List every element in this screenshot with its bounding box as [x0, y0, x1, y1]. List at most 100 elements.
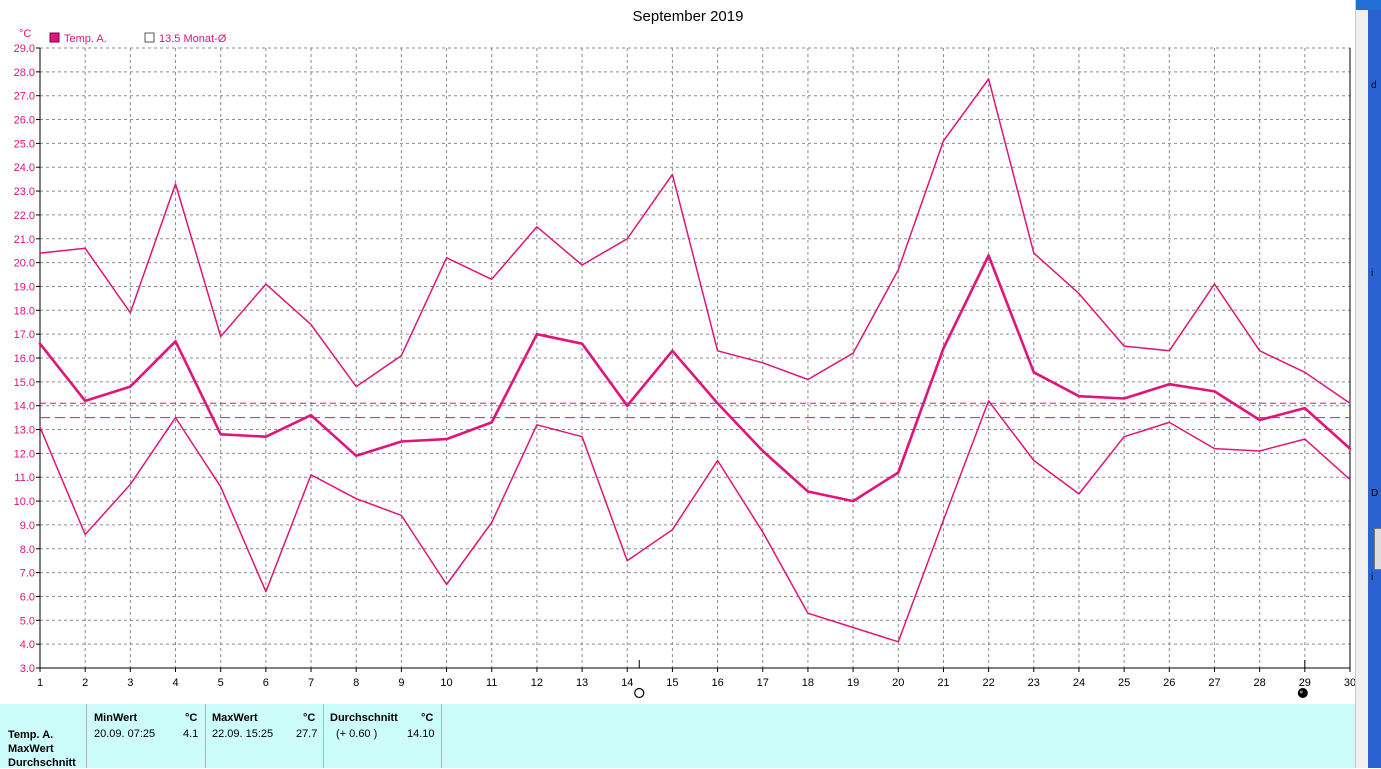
- y-tick-label: 16.0: [14, 353, 35, 365]
- series-line-avg: [38, 254, 1352, 503]
- x-tick-label: 5: [218, 677, 224, 689]
- stats-max-column: MaxWert °C 22.09. 15:25 27.7: [206, 704, 324, 768]
- strip-letter-2: i: [1371, 268, 1374, 279]
- y-tick-label: 6.0: [20, 591, 35, 603]
- x-tick-label: 26: [1163, 677, 1175, 689]
- side-panel-fragment: [1368, 10, 1381, 768]
- max-header: MaxWert: [212, 712, 258, 724]
- x-tick-label: 20: [892, 677, 904, 689]
- x-tick-label: 24: [1073, 677, 1085, 689]
- legend-swatch: [144, 32, 155, 43]
- y-tick-label: 27.0: [14, 91, 35, 103]
- y-tick-label: 19.0: [14, 281, 35, 293]
- x-tick-label: 18: [802, 677, 814, 689]
- strip-letter-4: i: [1371, 572, 1374, 583]
- y-tick-label: 20.0: [14, 258, 35, 270]
- y-tick-label: 29.0: [14, 43, 35, 55]
- min-unit: °C: [185, 712, 198, 724]
- stats-label-column: Temp. A. MaxWert Durchschnitt: [0, 704, 87, 769]
- series-line-min: [39, 400, 1351, 643]
- x-tick-label: 27: [1208, 677, 1220, 689]
- x-tick-label: 23: [1028, 677, 1040, 689]
- x-tick-label: 7: [308, 677, 314, 689]
- legend-swatch: [49, 32, 60, 43]
- row-label-avg: Durchschnitt: [8, 757, 76, 769]
- min-header: MinWert: [94, 712, 138, 724]
- y-axis-ticks: 3.0 4.0 5.0 6.0 7.0 8.0 9.0 10.0 11.0 12.0 13.0 14.…: [14, 43, 40, 675]
- y-tick-label: 23.0: [14, 186, 35, 198]
- x-tick-label: 16: [711, 677, 723, 689]
- y-tick-label: 5.0: [20, 615, 35, 627]
- reference-lines: [40, 402, 1350, 419]
- x-tick-label: 2: [82, 677, 88, 689]
- x-tick-label: 1: [37, 677, 43, 689]
- y-tick-label: 28.0: [14, 67, 35, 79]
- strip-letter-1: d: [1371, 80, 1377, 91]
- avg-unit: °C: [421, 712, 434, 724]
- y-tick-label: 22.0: [14, 210, 35, 222]
- y-tick-label: 21.0: [14, 234, 35, 246]
- max-datetime: 22.09. 15:25: [212, 728, 274, 740]
- x-tick-label: 12: [531, 677, 543, 689]
- moon-phase-markers: [634, 660, 1308, 699]
- stats-avg-column: Durchschnitt °C (+ 0.60 ) 14.10: [324, 704, 442, 768]
- scroll-handle[interactable]: [1374, 528, 1381, 570]
- y-tick-label: 17.0: [14, 329, 35, 341]
- x-tick-label: 10: [440, 677, 452, 689]
- y-tick-label: 24.0: [14, 162, 35, 174]
- x-tick-label: 30: [1344, 677, 1355, 689]
- row-label-max: MaxWert: [8, 743, 54, 755]
- y-tick-label: 15.0: [14, 377, 35, 389]
- y-tick-label: 13.0: [14, 425, 35, 437]
- x-tick-label: 17: [757, 677, 769, 689]
- y-tick-label: 10.0: [14, 496, 35, 508]
- min-value: 4.1: [183, 728, 199, 740]
- max-unit: °C: [303, 712, 316, 724]
- x-tick-label: 11: [486, 677, 497, 689]
- x-tick-label: 19: [847, 677, 859, 689]
- x-tick-label: 6: [263, 677, 269, 689]
- temperature-chart: September 2019 °C Temp. A. 13.5 Monat-Ø 3…: [14, 8, 1355, 699]
- y-tick-label: 12.0: [14, 448, 35, 460]
- series-lines: [38, 78, 1352, 643]
- row-label-temp: Temp. A.: [8, 729, 54, 741]
- y-tick-label: 25.0: [14, 138, 35, 150]
- y-axis-unit: °C: [19, 28, 31, 40]
- legend-label: 13.5 Monat-Ø: [159, 33, 227, 45]
- y-tick-label: 14.0: [14, 401, 35, 413]
- grid: [39, 47, 1351, 669]
- stats-min-column: MinWert °C 20.09. 07:25 4.1: [87, 704, 206, 768]
- legend: Temp. A. 13.5 Monat-Ø: [49, 32, 227, 45]
- y-tick-label: 9.0: [20, 520, 35, 532]
- avg-diff: (+ 0.60 ): [336, 728, 378, 740]
- x-axis-ticks: 1 2 3 4 5 6 7 8 9 10 11 12 13 14 15 16 17 18 19 20 21 22 23 24 2…: [37, 668, 1355, 689]
- x-tick-label: 8: [353, 677, 359, 689]
- strip-letter-3: D: [1371, 488, 1379, 499]
- x-tick-label: 9: [398, 677, 404, 689]
- right-window-strip: d i D i: [1355, 0, 1381, 768]
- x-tick-label: 13: [576, 677, 588, 689]
- title-bar-fragment: [1356, 0, 1381, 10]
- new-moon-icon: [1297, 688, 1308, 698]
- y-tick-label: 11.0: [14, 472, 35, 484]
- chart-title: September 2019: [633, 8, 744, 25]
- y-tick-label: 18.0: [14, 305, 35, 317]
- statistics-panel: Temp. A. MaxWert Durchschnitt MinWert °C…: [0, 704, 1355, 769]
- max-value: 27.7: [296, 728, 318, 740]
- x-tick-label: 21: [937, 677, 949, 689]
- min-datetime: 20.09. 07:25: [94, 728, 156, 740]
- avg-value: 14.10: [407, 728, 435, 740]
- avg-header: Durchschnitt: [330, 712, 398, 724]
- x-tick-label: 25: [1118, 677, 1130, 689]
- x-tick-label: 4: [172, 677, 178, 689]
- x-tick-label: 3: [127, 677, 133, 689]
- y-tick-label: 8.0: [20, 544, 35, 556]
- y-tick-label: 4.0: [20, 639, 35, 651]
- x-tick-label: 29: [1299, 677, 1311, 689]
- x-tick-label: 28: [1254, 677, 1266, 689]
- new-moon-highlight: [1299, 690, 1303, 694]
- x-tick-label: 15: [666, 677, 678, 689]
- legend-label: Temp. A.: [64, 33, 107, 45]
- x-tick-label: 22: [982, 677, 994, 689]
- x-tick-label: 14: [621, 677, 633, 689]
